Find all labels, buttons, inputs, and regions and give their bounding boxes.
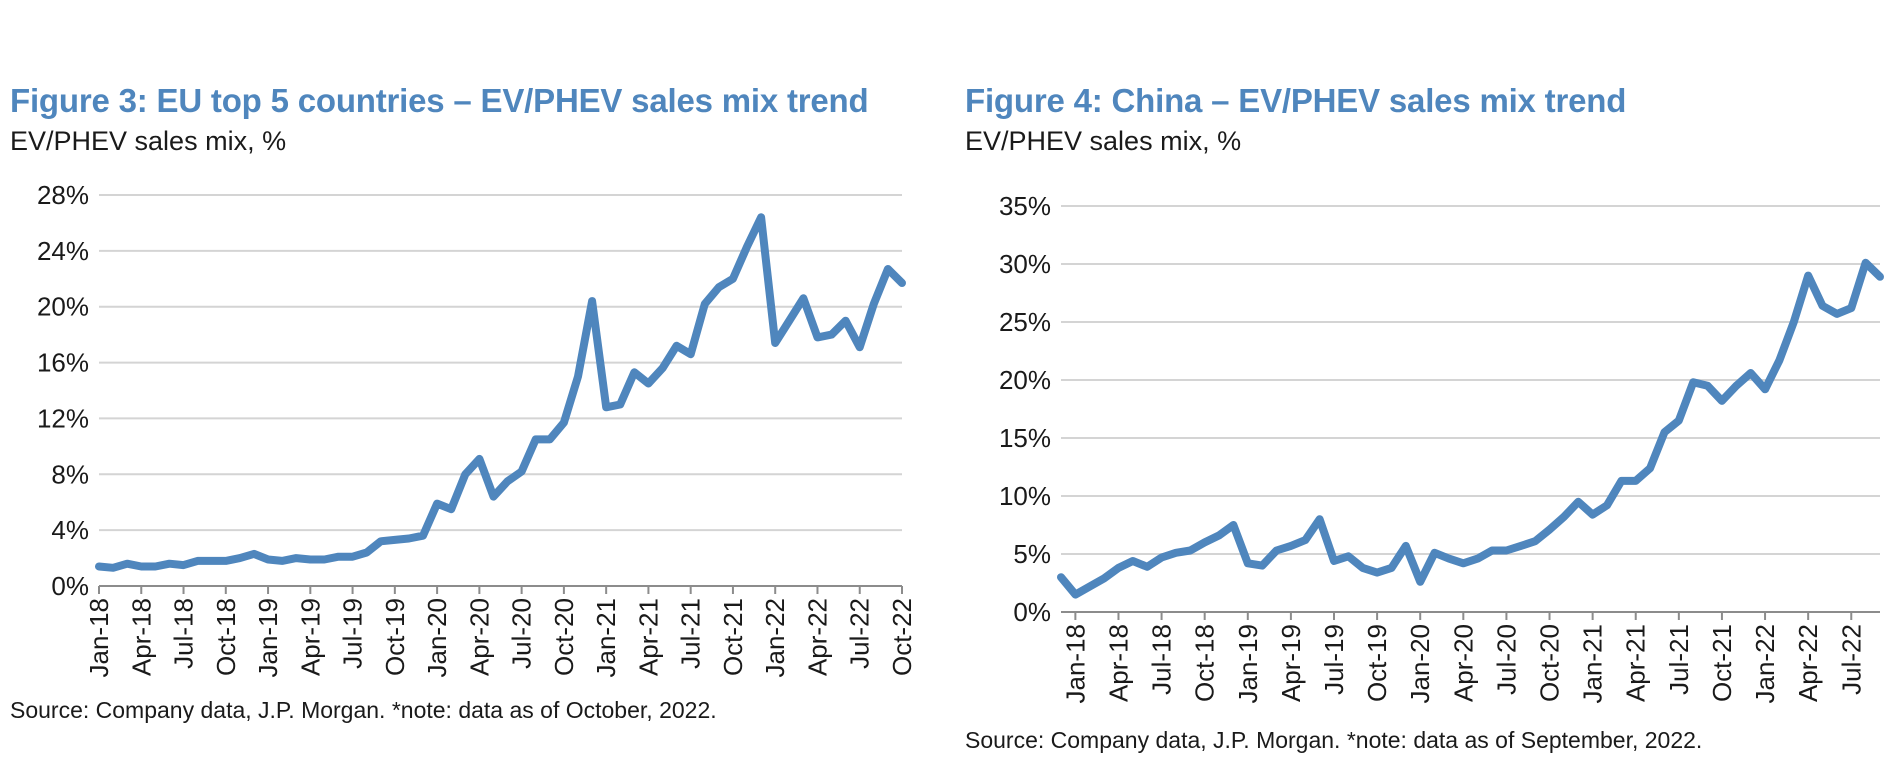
y-tick-label: 4% — [51, 515, 89, 545]
x-tick-label: Jul-19 — [338, 598, 368, 669]
y-tick-label: 28% — [37, 180, 89, 210]
x-tick-label: Jul-20 — [1491, 624, 1521, 695]
x-tick-label: Apr-19 — [1276, 624, 1306, 702]
figure-4-panel: Figure 4: China – EV/PHEV sales mix tren… — [955, 0, 1898, 768]
y-tick-label: 8% — [51, 459, 89, 489]
figure-4-title: Figure 4: China – EV/PHEV sales mix tren… — [965, 82, 1627, 119]
series-line — [95, 213, 906, 572]
y-tick-label: 10% — [999, 481, 1051, 511]
x-tick-label: Jan-20 — [1405, 624, 1435, 704]
figure-4-chart: 0% 5% 10% 15% 20% 25% 30% 35% Jan-18 Apr-18 Jul-18… — [999, 191, 1884, 704]
y-tick-label: 30% — [999, 249, 1051, 279]
x-tick-label: Jul-19 — [1319, 624, 1349, 695]
x-tick-label: Jul-20 — [507, 598, 537, 669]
x-tick-label: Jan-19 — [1233, 624, 1263, 704]
x-tick-label: Oct-20 — [1535, 624, 1565, 702]
series-line — [1057, 258, 1884, 599]
x-tick-label: Apr-19 — [295, 598, 325, 676]
y-tick-label: 35% — [999, 191, 1051, 221]
x-tick-label: Apr-18 — [126, 598, 156, 676]
x-tick-label: Oct-21 — [1707, 624, 1737, 702]
x-tick-label: Jul-22 — [1836, 624, 1866, 695]
x-tick-label: Jan-18 — [1060, 624, 1090, 704]
x-tick-label: Jan-22 — [760, 598, 790, 678]
y-tick-label: 16% — [37, 348, 89, 378]
x-tick-label: Jan-21 — [591, 598, 621, 678]
figure-4-source: Source: Company data, J.P. Morgan. *note… — [965, 727, 1703, 753]
x-tick-label: Oct-20 — [549, 598, 579, 676]
x-tick-label: Jul-22 — [845, 598, 875, 669]
figure-3-title: Figure 3: EU top 5 countries – EV/PHEV s… — [10, 82, 869, 119]
x-tick-label: Jan-21 — [1578, 624, 1608, 704]
x-tick-label: Jul-21 — [676, 598, 706, 669]
x-tick-label: Apr-20 — [464, 598, 494, 676]
x-tick-label: Jul-18 — [169, 598, 199, 669]
figure-3-chart: 0% 4% 8% 12% 16% 20% 24% 28% Jan-18 Apr-18 Jul-18 O… — [37, 180, 917, 678]
figure-3-source: Source: Company data, J.P. Morgan. *note… — [10, 697, 717, 723]
x-tick-label: Jan-22 — [1750, 624, 1780, 704]
x-tick-label: Apr-22 — [802, 598, 832, 676]
y-tick-label: 5% — [1013, 539, 1051, 569]
x-tick-label: Apr-22 — [1793, 624, 1823, 702]
x-tick-label: Apr-18 — [1103, 624, 1133, 702]
x-tick-label: Oct-22 — [887, 598, 917, 676]
figure-4-subtitle: EV/PHEV sales mix, % — [965, 126, 1242, 156]
x-tick-label: Oct-18 — [211, 598, 241, 676]
x-tick-label: Apr-21 — [1621, 624, 1651, 702]
y-tick-label: 20% — [999, 365, 1051, 395]
y-tick-label: 20% — [37, 292, 89, 322]
y-tick-label: 25% — [999, 307, 1051, 337]
y-tick-label: 24% — [37, 236, 89, 266]
x-tick-label: Jul-21 — [1664, 624, 1694, 695]
x-tick-label: Oct-19 — [380, 598, 410, 676]
x-tick-label: Jan-18 — [84, 598, 114, 678]
figure-3-panel: Figure 3: EU top 5 countries – EV/PHEV s… — [10, 82, 917, 723]
x-tick-label: Jan-19 — [253, 598, 283, 678]
x-tick-label: Oct-19 — [1362, 624, 1392, 702]
y-tick-label: 0% — [1013, 597, 1051, 627]
y-tick-label: 12% — [37, 403, 89, 433]
y-tick-label: 15% — [999, 423, 1051, 453]
x-tick-label: Oct-21 — [718, 598, 748, 676]
x-tick-label: Apr-20 — [1448, 624, 1478, 702]
x-tick-label: Apr-21 — [633, 598, 663, 676]
y-tick-label: 0% — [51, 571, 89, 601]
x-tick-label: Jan-20 — [422, 598, 452, 678]
x-tick-label: Jul-18 — [1147, 624, 1177, 695]
x-tick-label: Oct-18 — [1190, 624, 1220, 702]
figure-3-subtitle: EV/PHEV sales mix, % — [10, 126, 287, 156]
